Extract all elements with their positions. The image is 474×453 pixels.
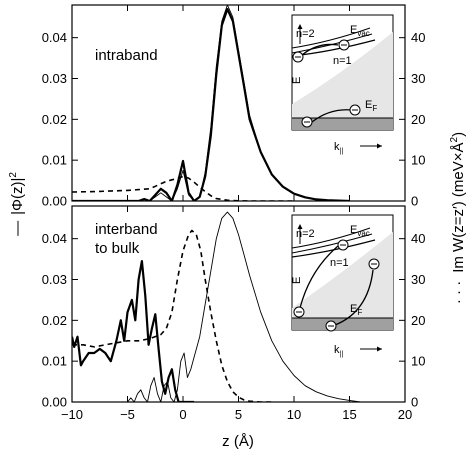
bot-left-tick-label: 0.02	[42, 313, 67, 328]
top-right-tick-label: 30	[411, 71, 425, 86]
x-tick-label: −5	[120, 407, 135, 422]
top-left-tick-label: 0.04	[42, 30, 67, 45]
bottom-inset-n1-label: n=1	[330, 257, 349, 269]
top-left-tick-label: 0.02	[42, 112, 67, 127]
bot-left-tick-label: 0.04	[42, 231, 67, 246]
bottom-inset-k-label: k||	[334, 344, 343, 358]
bottom-inset: n=2 n=1 E Evac EF k||	[291, 214, 394, 358]
top-right-tick-label: 40	[411, 30, 425, 45]
top-inset-ef-label: EF	[365, 99, 377, 113]
top-inset-n2-label: n=2	[296, 28, 315, 40]
bot-right-tick-label: 10	[411, 354, 425, 369]
top-inset-transition-arrow	[311, 109, 353, 123]
bot-left-tick-label: 0.03	[42, 272, 67, 287]
bot-right-tick-label: 20	[411, 313, 425, 328]
left-axis-label: —|Φ(z)|2	[8, 172, 26, 236]
bottom-series-group	[72, 211, 361, 402]
bottom-annotation-line1: interband	[95, 221, 158, 238]
bot-left-tick-label: 0.01	[42, 354, 67, 369]
right-axis-label: · · ·Im W(z=z′) (meV×Å2)	[449, 132, 467, 304]
x-tick-label: 15	[342, 407, 356, 422]
top-inset-energy-label: E	[291, 77, 303, 84]
bottom-inset-surface-band	[292, 232, 393, 318]
bottom-inset-transition-arrow	[299, 245, 339, 309]
x-tick-label: −10	[61, 407, 83, 422]
bottom-inset-ef-label: EF	[350, 303, 362, 317]
x-tick-label: 20	[398, 407, 412, 422]
top-inset-n2-line	[292, 27, 371, 49]
top-right-tick-label: 20	[411, 112, 425, 127]
top-x-tickmarks	[71, 5, 406, 201]
bottom-inset-n2-label: n=2	[296, 228, 315, 240]
top-right-axis: 0 10 20 30 40	[399, 30, 425, 209]
bottom-annotation-line2: to bulk	[95, 240, 140, 257]
bot-right-tick-label: 40	[411, 231, 425, 246]
top-inset-surface-band	[292, 32, 393, 118]
top-left-axis: 0.00 0.01 0.02 0.03 0.04	[42, 30, 78, 209]
top-right-tick-label: 10	[411, 153, 425, 168]
bottom-left-axis: 0.00 0.01 0.02 0.03 0.04	[42, 231, 78, 410]
bottom-inset-bulk-band	[292, 318, 393, 330]
top-inset-bulk-band	[292, 118, 393, 130]
top-series-group	[72, 5, 350, 201]
top-annotation: intraband	[95, 47, 158, 64]
top-panel: 0.00 0.01 0.02 0.03 0.04 0 10 20 30 40 intraband	[42, 4, 425, 209]
bot-series-thin-solid	[72, 211, 361, 402]
bot-series-dashed	[72, 229, 272, 402]
bottom-inset-evac-label: Evac	[350, 224, 370, 238]
x-tick-label: 0	[179, 407, 186, 422]
top-inset-k-label: k||	[334, 141, 343, 155]
bot-left-tick-label: 0.00	[42, 395, 67, 410]
top-inset-n1-label: n=1	[333, 55, 352, 67]
bottom-panel: 0.00 0.01 0.02 0.03 0.04 0 10 20 30 40 −10 −5 0 5 10…	[42, 205, 425, 422]
bot-series-thick-solid	[72, 260, 195, 402]
bot-right-tick-label: 0	[411, 395, 418, 410]
top-series-thin-solid	[72, 5, 350, 201]
top-left-tick-label: 0.00	[42, 194, 67, 209]
bottom-right-axis: 0 10 20 30 40	[399, 231, 425, 410]
top-inset: n=2 n=1 E Evac EF k||	[291, 14, 394, 155]
x-axis-label: z (Å)	[222, 433, 254, 450]
top-inset-evac-label: Evac	[350, 24, 370, 38]
top-right-tick-label: 0	[411, 194, 418, 209]
bot-right-tick-label: 30	[411, 272, 425, 287]
x-tick-label: 10	[287, 407, 301, 422]
top-left-tick-label: 0.01	[42, 153, 67, 168]
x-tick-label: 5	[235, 407, 242, 422]
bottom-x-axis: −10 −5 0 5 10 15 20	[61, 206, 412, 422]
bottom-inset-energy-label: E	[291, 277, 303, 284]
top-left-tick-label: 0.03	[42, 71, 67, 86]
